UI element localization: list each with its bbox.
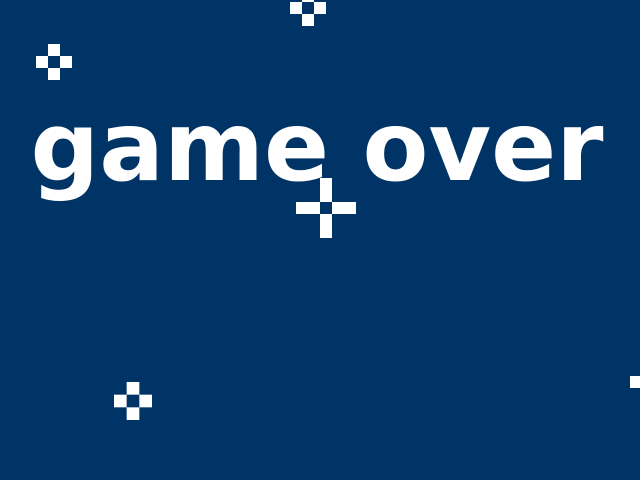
sparkle-icon	[114, 382, 152, 420]
sparkle-icon	[630, 376, 640, 388]
sparkle-icon	[290, 0, 326, 26]
sparkle-icon	[36, 44, 72, 80]
game-over-title: game over	[30, 91, 604, 203]
sparkle-icon	[296, 178, 356, 238]
